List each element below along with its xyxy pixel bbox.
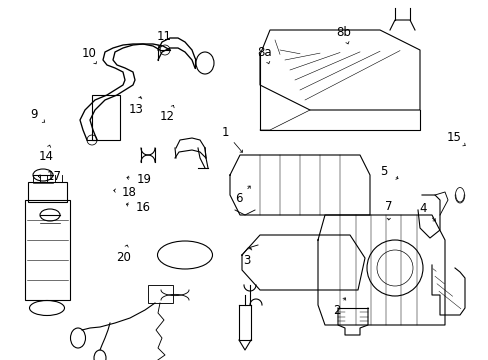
- Text: 3: 3: [242, 254, 249, 267]
- Text: 5: 5: [379, 165, 386, 178]
- Text: 12: 12: [160, 110, 175, 123]
- Text: 9: 9: [30, 108, 38, 121]
- Text: 8b: 8b: [336, 26, 351, 39]
- Text: 16: 16: [135, 201, 150, 215]
- Text: 13: 13: [129, 103, 143, 116]
- Text: 14: 14: [38, 150, 53, 163]
- Text: 17: 17: [46, 170, 61, 183]
- Bar: [28, 182, 67, 202]
- Bar: [148, 285, 173, 303]
- Text: 4: 4: [418, 202, 426, 215]
- Text: 2: 2: [332, 304, 340, 317]
- Bar: [92, 95, 120, 140]
- Text: 6: 6: [235, 192, 243, 205]
- Text: 8a: 8a: [257, 46, 272, 59]
- Text: 10: 10: [81, 46, 97, 59]
- Text: 7: 7: [384, 201, 392, 213]
- Text: 18: 18: [122, 185, 137, 199]
- Text: 1: 1: [222, 126, 229, 139]
- Text: 15: 15: [446, 131, 461, 144]
- Text: 19: 19: [136, 173, 151, 186]
- Text: 11: 11: [156, 30, 171, 43]
- Bar: [25, 200, 70, 300]
- Text: 20: 20: [116, 251, 131, 264]
